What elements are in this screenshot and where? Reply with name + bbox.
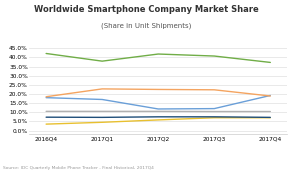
Text: (Share in Unit Shipments): (Share in Unit Shipments) — [101, 22, 192, 29]
Text: Worldwide Smartphone Company Market Share: Worldwide Smartphone Company Market Shar… — [34, 5, 259, 14]
Text: Source: IDC Quarterly Mobile Phone Tracker - Final Historical, 2017Q4: Source: IDC Quarterly Mobile Phone Track… — [3, 166, 154, 170]
